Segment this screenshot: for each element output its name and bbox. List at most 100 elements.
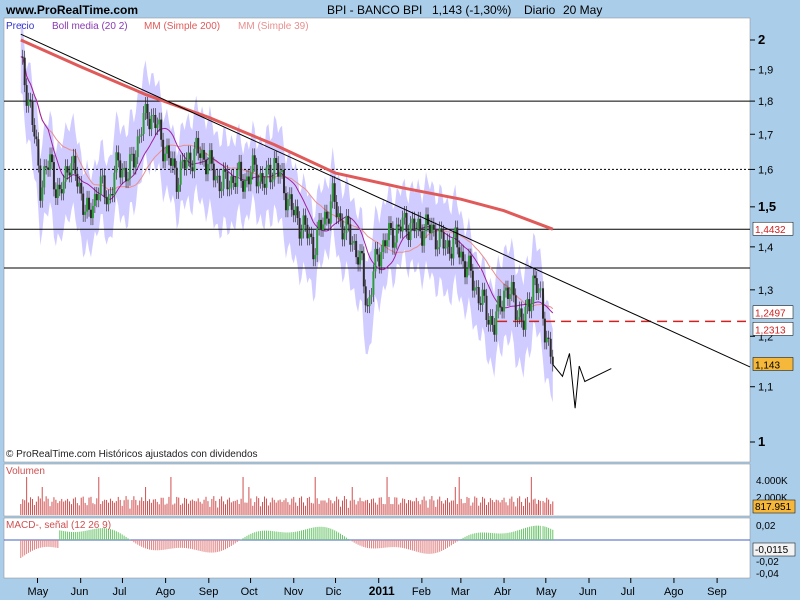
candle-body bbox=[444, 246, 447, 249]
candle-body bbox=[29, 99, 32, 101]
macd-tick-2: -0,02 bbox=[756, 557, 779, 568]
candle-body bbox=[493, 324, 496, 335]
candle-body bbox=[134, 157, 137, 168]
candle-body bbox=[458, 247, 461, 258]
candle-body bbox=[401, 217, 404, 232]
candle-body bbox=[136, 136, 139, 158]
candle-body bbox=[534, 275, 537, 279]
candle-body bbox=[524, 306, 527, 330]
price-layer bbox=[4, 23, 751, 409]
candle-body bbox=[284, 193, 287, 211]
macd-last-value: -0,0115 bbox=[755, 545, 789, 556]
candle-body bbox=[206, 163, 209, 175]
candle-body bbox=[21, 56, 24, 58]
y-tick-label: 1,6 bbox=[758, 164, 773, 176]
candle-body bbox=[497, 295, 500, 312]
y-tick-label: 1,5 bbox=[758, 199, 776, 214]
candle-body bbox=[477, 287, 480, 304]
candle-body bbox=[259, 173, 262, 182]
x-tick-label: Nov bbox=[284, 586, 304, 598]
candle-body bbox=[360, 250, 363, 254]
candle-body bbox=[349, 224, 352, 245]
candle-body bbox=[384, 240, 387, 247]
candle-body bbox=[499, 295, 502, 308]
candle-body bbox=[405, 212, 408, 232]
candle-body bbox=[514, 295, 517, 320]
candle-body bbox=[308, 233, 311, 239]
candle-body bbox=[343, 233, 346, 240]
candle-body bbox=[195, 137, 198, 149]
candle-body bbox=[23, 57, 26, 86]
candle-body bbox=[337, 213, 340, 218]
header-bar bbox=[0, 0, 800, 18]
candle-body bbox=[273, 158, 276, 180]
candle-body bbox=[397, 224, 400, 227]
candle-body bbox=[345, 215, 348, 234]
y-tick-label: 1,1 bbox=[758, 382, 773, 394]
candle-body bbox=[70, 163, 73, 176]
value-box-1 bbox=[752, 305, 794, 319]
candle-body bbox=[495, 311, 498, 335]
candle-body bbox=[318, 219, 321, 229]
candle-body bbox=[298, 218, 301, 239]
candle-body bbox=[393, 242, 396, 248]
candle-body bbox=[421, 231, 424, 246]
candle-body bbox=[413, 218, 416, 232]
candle-body bbox=[101, 175, 104, 177]
candle-body bbox=[485, 295, 488, 321]
candle-body bbox=[302, 215, 305, 232]
candle-body bbox=[97, 194, 100, 201]
candle-body bbox=[199, 153, 202, 158]
candle-body bbox=[341, 220, 344, 240]
candle-body bbox=[45, 166, 48, 168]
chart-title: BPI - BANCO BPI bbox=[327, 3, 422, 17]
candle-body bbox=[49, 154, 52, 170]
site-name[interactable]: www.ProRealTime.com bbox=[5, 3, 138, 17]
candle-body bbox=[434, 229, 437, 250]
candle-body bbox=[142, 113, 145, 135]
candle-body bbox=[50, 154, 53, 163]
y-tick-label: 1 bbox=[758, 434, 765, 449]
candle-body bbox=[386, 240, 389, 247]
candle-body bbox=[304, 215, 307, 225]
candle-body bbox=[501, 307, 504, 312]
candle-body bbox=[236, 169, 239, 187]
candle-body bbox=[177, 184, 180, 192]
candle-body bbox=[52, 162, 55, 190]
candle-body bbox=[240, 161, 243, 181]
candle-body bbox=[275, 158, 278, 164]
footer-note: © ProRealTime.com Históricos ajustados c… bbox=[6, 449, 258, 460]
candle-body bbox=[510, 281, 513, 295]
candle-body bbox=[210, 150, 213, 164]
quote: 1,143 (-1,30%) bbox=[432, 3, 511, 17]
candle-body bbox=[179, 161, 182, 185]
candle-body bbox=[119, 160, 122, 178]
candle-body bbox=[321, 224, 324, 230]
candle-body bbox=[60, 189, 63, 194]
candle-body bbox=[460, 251, 463, 258]
candle-body bbox=[520, 308, 523, 321]
candle-body bbox=[366, 305, 369, 307]
candle-body bbox=[473, 287, 476, 291]
candle-body bbox=[132, 153, 135, 168]
candle-body bbox=[167, 145, 170, 159]
candle-body bbox=[117, 152, 120, 161]
candle-body bbox=[66, 166, 69, 173]
candle-body bbox=[464, 261, 467, 278]
candle-body bbox=[43, 166, 46, 188]
candle-body bbox=[115, 152, 118, 173]
candle-body bbox=[47, 167, 50, 170]
legend-mm200: MM (Simple 200) bbox=[144, 21, 220, 32]
candle-body bbox=[469, 255, 472, 271]
candle-body bbox=[193, 148, 196, 172]
volume-label: Volumen bbox=[6, 466, 45, 477]
candle-body bbox=[403, 212, 406, 218]
volume-last-value: 817.951 bbox=[755, 502, 792, 513]
candle-body bbox=[244, 180, 247, 192]
candle-body bbox=[113, 172, 116, 196]
candle-body bbox=[164, 153, 167, 162]
candle-body bbox=[310, 233, 313, 237]
candle-body bbox=[362, 253, 365, 287]
candle-body bbox=[267, 164, 270, 168]
candle-body bbox=[475, 287, 478, 289]
